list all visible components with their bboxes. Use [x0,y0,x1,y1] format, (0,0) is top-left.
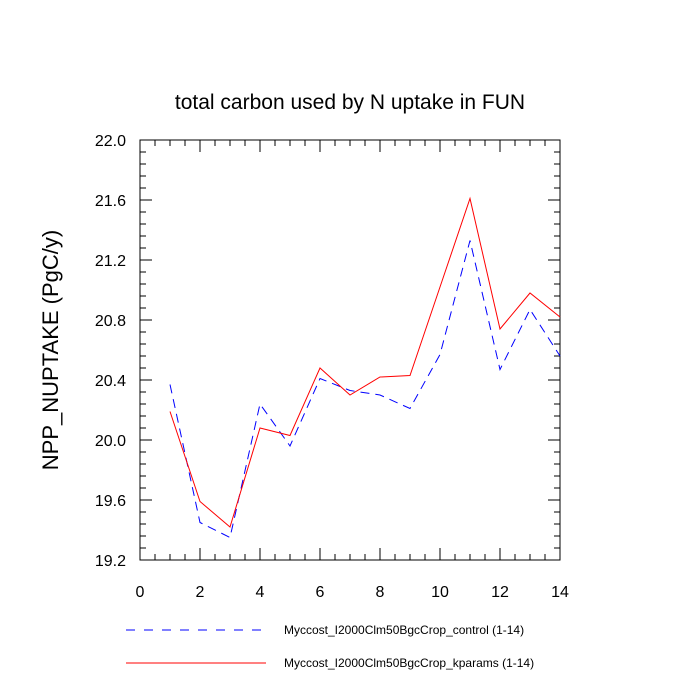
y-axis-ticks: 19.2 19.6 20.0 20.4 20.8 21.2 21.6 22.0 [95,133,560,570]
legend-label-2: Myccost_I2000Clm50BgcCrop_kparams (1-14) [284,656,534,670]
x-tick-label: 14 [551,584,569,601]
x-tick-label: 4 [256,584,265,601]
y-tick-label: 22.0 [95,133,126,150]
x-tick-label: 0 [136,584,145,601]
y-tick-label: 20.4 [95,373,126,390]
y-tick-label: 21.2 [95,253,126,270]
legend-label-1: Myccost_I2000Clm50BgcCrop_control (1-14) [284,623,524,637]
legend: Myccost_I2000Clm50BgcCrop_control (1-14)… [126,623,534,670]
x-tick-label: 12 [491,584,509,601]
plot-frame [139,139,561,561]
x-axis-ticks: 0 2 4 6 8 10 12 14 [136,140,569,601]
x-tick-label: 6 [316,584,325,601]
x-tick-label: 8 [376,584,385,601]
series-line-2 [169,196,561,528]
y-tick-label: 19.2 [95,553,126,570]
chart-title: total carbon used by N uptake in FUN [175,91,525,114]
y-tick-label: 20.8 [95,313,126,330]
y-tick-label: 21.6 [95,193,126,210]
y-tick-label: 20.0 [95,433,126,450]
x-tick-label: 10 [431,584,449,601]
y-axis-label: NPP_NUPTAKE (PgC/y) [38,230,63,470]
series-layer [169,196,561,539]
y-tick-label: 19.6 [95,493,126,510]
x-tick-label: 2 [196,584,205,601]
series-line-1 [169,240,561,539]
